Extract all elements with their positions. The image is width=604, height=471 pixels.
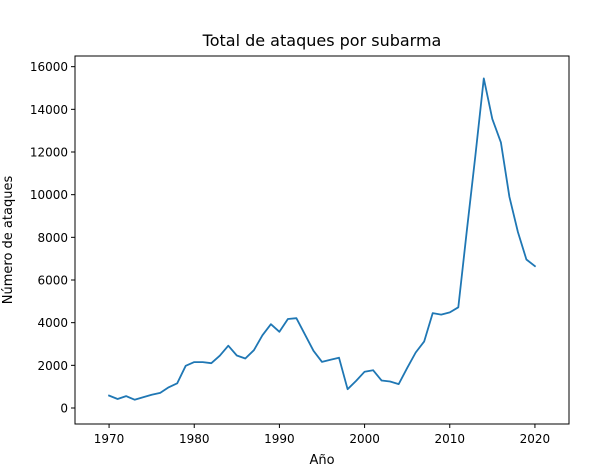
y-tick-label: 14000 <box>30 103 68 117</box>
y-tick-label: 0 <box>60 402 68 416</box>
y-tick-label: 12000 <box>30 146 68 160</box>
series-layer <box>107 77 537 401</box>
y-tick-label: 16000 <box>30 60 68 74</box>
y-tick-label: 6000 <box>37 274 68 288</box>
series-line <box>107 77 537 401</box>
y-axis-ticks: 0 2000 4000 6000 8000 10000 12000 14000 16000 <box>30 60 75 416</box>
y-tick-label: 4000 <box>37 316 68 330</box>
plot-frame <box>74 55 570 425</box>
x-tick-label: 1980 <box>179 432 210 446</box>
x-tick-label: 2000 <box>349 432 380 446</box>
y-tick-label: 2000 <box>37 359 68 373</box>
x-tick-label: 1970 <box>94 432 125 446</box>
x-tick-label: 2020 <box>520 432 551 446</box>
x-tick-label: 1990 <box>264 432 295 446</box>
y-axis-label: Número de ataques <box>1 176 16 305</box>
x-axis-ticks: 1970 1980 1990 2000 2010 2020 <box>94 424 550 446</box>
x-axis-label: Año <box>309 453 334 467</box>
y-tick-label: 8000 <box>37 231 68 245</box>
y-tick-label: 10000 <box>30 188 68 202</box>
x-tick-label: 2010 <box>434 432 465 446</box>
chart-title: Total de ataques por subarma <box>202 31 442 50</box>
